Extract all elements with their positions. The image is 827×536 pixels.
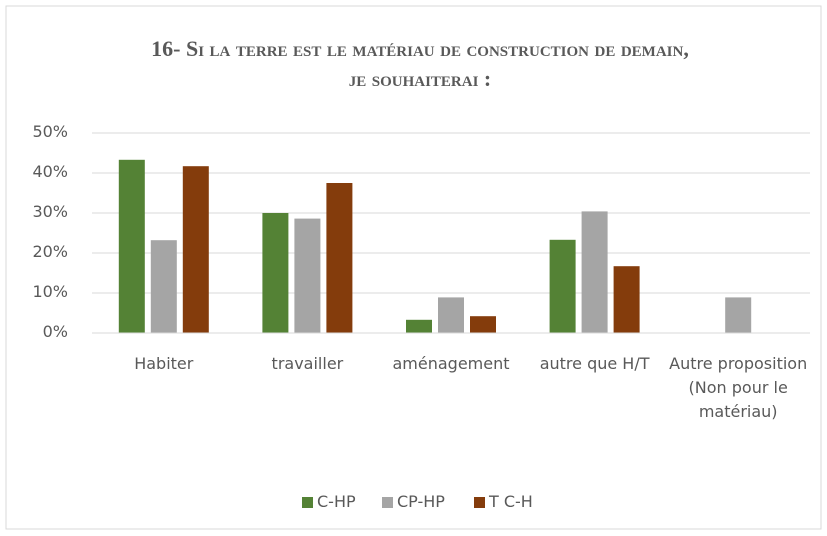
bar xyxy=(581,211,608,333)
legend-label: CP-HP xyxy=(397,492,445,511)
y-tick-label: 10% xyxy=(32,282,68,301)
y-tick-label: 20% xyxy=(32,242,68,261)
bar xyxy=(294,218,321,333)
y-tick-label: 40% xyxy=(32,162,68,181)
x-tick-label: travailler xyxy=(271,354,344,373)
y-tick-label: 50% xyxy=(32,122,68,141)
x-tick-label: aménagement xyxy=(392,354,510,373)
bar xyxy=(725,297,752,333)
bar xyxy=(549,239,576,333)
bar xyxy=(150,240,177,333)
y-tick-label: 30% xyxy=(32,202,68,221)
chart-title: 16- Si la terre est le matériau de const… xyxy=(151,36,689,91)
legend-label: C-HP xyxy=(317,492,356,511)
bar xyxy=(438,297,464,333)
bar xyxy=(326,183,353,333)
bar xyxy=(118,159,145,333)
y-tick-label: 0% xyxy=(42,322,68,341)
legend-label: T C-H xyxy=(489,492,533,511)
legend-swatch xyxy=(302,497,313,508)
x-tick-label: Habiter xyxy=(134,354,194,373)
x-tick-label: Autre proposition (Non pour le matériau) xyxy=(669,354,808,421)
bar xyxy=(470,316,496,333)
x-tick-label: autre que H/T xyxy=(539,354,650,373)
legend-swatch xyxy=(474,497,485,508)
bar xyxy=(613,266,640,333)
bar xyxy=(406,319,432,333)
bar xyxy=(182,166,209,333)
bar xyxy=(262,213,289,333)
legend-swatch xyxy=(382,497,393,508)
